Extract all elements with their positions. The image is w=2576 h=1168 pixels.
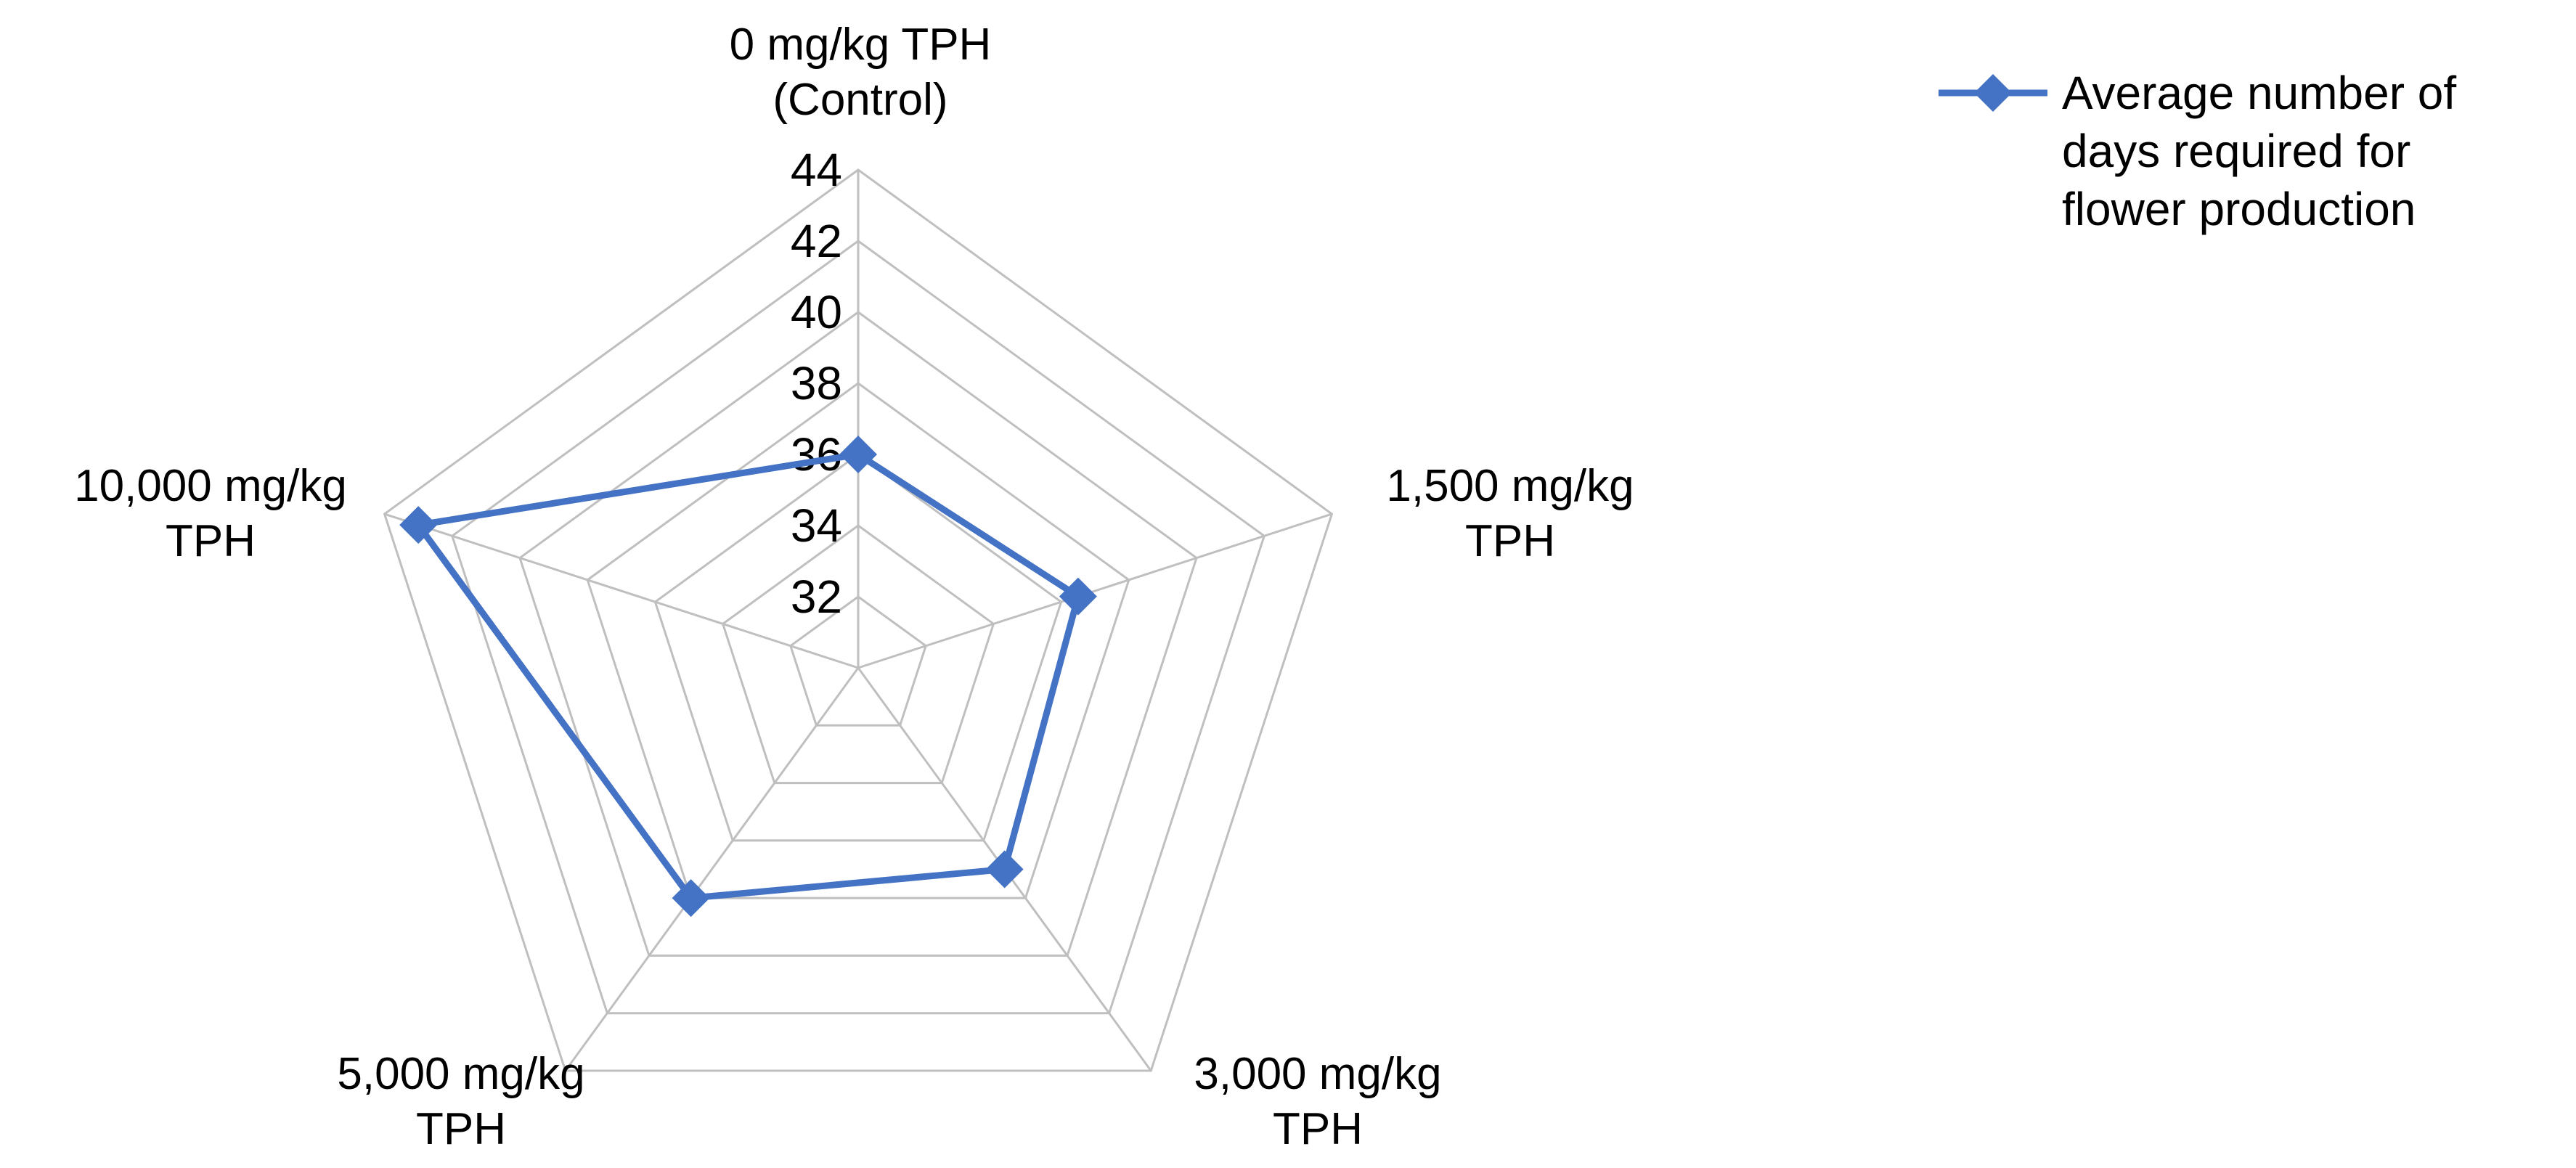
legend-label-line: flower production: [2062, 183, 2416, 235]
category-label-line: (Control): [773, 75, 947, 125]
grid-spoke: [384, 512, 859, 669]
category-labels: 0 mg/kg TPH (Control)1,500 mg/kg TPH3,000 …: [74, 20, 1634, 1154]
legend-label: Average number of days required for flower…: [2062, 67, 2456, 235]
data-point: [399, 506, 438, 544]
legend-label-line: days required for: [2062, 125, 2410, 177]
grid-ring: [518, 311, 1198, 957]
category-label-line: TPH: [1465, 516, 1555, 566]
grid-ring: [451, 240, 1265, 1015]
series-line: [415, 451, 1082, 902]
category-label-line: 10,000 mg/kg: [74, 461, 347, 511]
series-layer: [399, 436, 1097, 918]
grid-ring: [383, 168, 1334, 1072]
category-label-line: TPH: [1273, 1104, 1363, 1154]
category-label: 0 mg/kg TPH (Control): [730, 20, 992, 125]
legend-label-line: Average number of: [2062, 67, 2456, 119]
grid-spoke: [857, 512, 1332, 669]
tick-label: 44: [791, 144, 842, 196]
tick-label: 32: [791, 571, 842, 623]
category-label-line: 1,500 mg/kg: [1386, 461, 1634, 511]
category-label-line: 5,000 mg/kg: [337, 1049, 584, 1099]
category-label-line: TPH: [166, 516, 256, 566]
data-point: [839, 436, 877, 473]
category-label-line: 0 mg/kg TPH: [730, 20, 992, 70]
data-point: [672, 879, 710, 918]
category-label: 5,000 mg/kg TPH: [337, 1049, 584, 1154]
grid-ring: [721, 524, 995, 785]
grid-ring: [653, 453, 1063, 842]
data-point: [985, 850, 1024, 889]
category-label: 3,000 mg/kg TPH: [1194, 1049, 1441, 1154]
grid-spoke: [564, 667, 860, 1071]
category-label-line: TPH: [416, 1104, 506, 1154]
tick-label: 36: [791, 428, 842, 481]
grid-ring: [586, 382, 1130, 899]
data-point: [1059, 577, 1097, 616]
tick-label: 34: [791, 499, 842, 552]
category-label: 1,500 mg/kg TPH: [1386, 461, 1634, 566]
legend-marker: [1974, 74, 2012, 112]
category-label: 10,000 mg/kg TPH: [74, 461, 347, 566]
grid-ring: [789, 595, 927, 727]
tick-label: 40: [791, 286, 842, 338]
category-label-line: 3,000 mg/kg: [1194, 1049, 1441, 1099]
tick-label: 38: [791, 357, 842, 409]
legend: Average number of days required for flower…: [1939, 67, 2456, 235]
radar-grid: [383, 168, 1334, 1072]
tick-label: 42: [791, 215, 842, 267]
radial-tick-labels: 32 34 36 38 40 42 44: [791, 144, 842, 623]
